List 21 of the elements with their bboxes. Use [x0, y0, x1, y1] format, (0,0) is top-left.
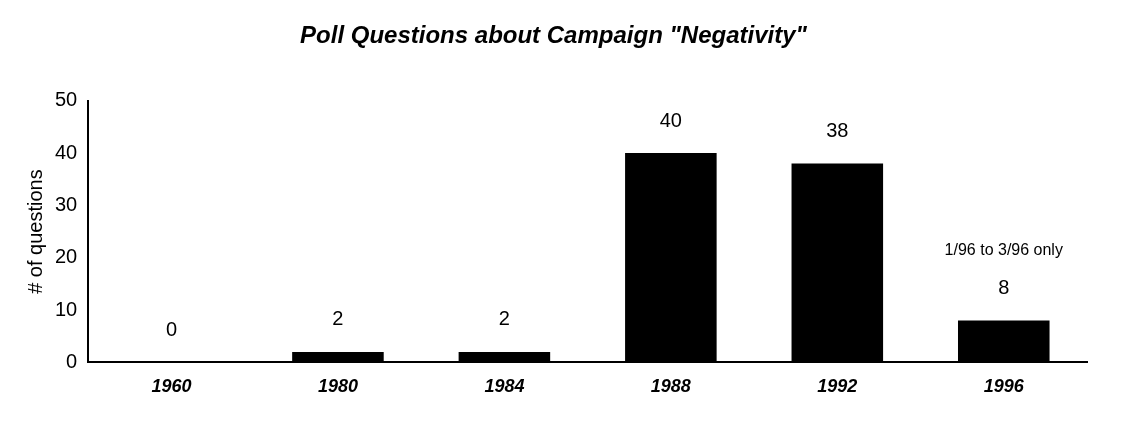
x-tick-label: 1960 — [151, 376, 192, 397]
y-tick-label: 20 — [55, 245, 78, 268]
y-tick-label: 50 — [55, 88, 78, 111]
data-label: 2 — [332, 307, 344, 330]
data-label: 8 — [998, 276, 1010, 299]
y-tick-label: 40 — [55, 140, 78, 163]
data-label: 40 — [659, 108, 682, 131]
y-tick-label: 30 — [55, 192, 78, 215]
x-tick-label: 1984 — [484, 376, 525, 397]
y-tick-label: 0 — [66, 349, 78, 372]
x-tick-label: 1996 — [983, 376, 1025, 397]
annotation: 1/96 to 3/96 only — [944, 240, 1063, 258]
chart-title: Poll Questions about Campaign "Negativity" — [300, 21, 808, 49]
data-label: 38 — [826, 119, 849, 142]
data-label: 2 — [498, 307, 510, 330]
x-tick-label: 1980 — [317, 376, 358, 397]
y-tick-label: 10 — [55, 297, 78, 320]
y-axis-title: # of questions — [23, 169, 46, 294]
x-tick-label: 1988 — [650, 376, 691, 397]
x-tick-label: 1992 — [817, 376, 858, 397]
data-label: 0 — [165, 317, 178, 340]
